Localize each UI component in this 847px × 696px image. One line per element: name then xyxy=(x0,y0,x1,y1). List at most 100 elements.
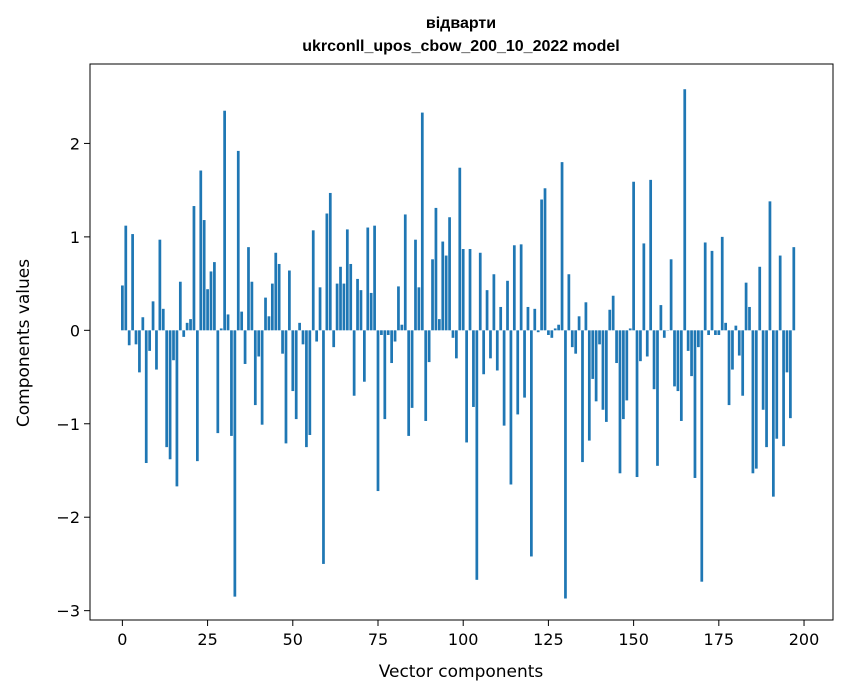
bar-98 xyxy=(455,330,458,359)
bar-184 xyxy=(748,306,751,331)
bar-167 xyxy=(690,330,693,377)
bar-122 xyxy=(536,330,540,333)
bar-197 xyxy=(792,247,796,331)
bar-55 xyxy=(308,330,312,435)
bar-75 xyxy=(376,330,380,492)
bar-144 xyxy=(611,295,615,331)
bar-124 xyxy=(543,188,547,331)
bar-0 xyxy=(121,285,124,331)
bar-53 xyxy=(301,330,305,345)
bar-20 xyxy=(189,319,192,331)
bar-71 xyxy=(363,330,366,382)
bar-78 xyxy=(386,330,390,335)
bar-92 xyxy=(434,207,438,331)
bar-29 xyxy=(219,328,223,331)
bar-113 xyxy=(506,280,509,331)
bar-175 xyxy=(717,330,721,335)
bar-88 xyxy=(420,112,424,331)
bar-11 xyxy=(158,239,162,331)
bar-165 xyxy=(683,89,687,331)
bar-154 xyxy=(645,330,649,357)
bar-177 xyxy=(724,322,728,331)
bar-188 xyxy=(761,330,765,410)
bar-176 xyxy=(720,236,724,331)
bar-157 xyxy=(656,330,659,466)
bar-49 xyxy=(288,270,291,331)
bar-4 xyxy=(134,330,138,345)
bar-3 xyxy=(131,234,134,331)
bar-51 xyxy=(294,330,298,420)
bar-146 xyxy=(618,330,622,474)
x-tick-label: 0 xyxy=(117,630,127,649)
bar-100 xyxy=(461,249,465,331)
bar-94 xyxy=(441,241,445,331)
bar-130 xyxy=(564,330,567,599)
y-tick-label: −3 xyxy=(56,602,80,621)
bar-2 xyxy=(127,330,131,346)
bar-57 xyxy=(315,330,319,342)
bar-174 xyxy=(714,330,717,335)
bar-76 xyxy=(380,330,383,335)
bar-90 xyxy=(427,330,431,363)
bar-39 xyxy=(253,330,257,406)
y-tick-label: −2 xyxy=(56,508,80,527)
y-tick-label: 2 xyxy=(70,134,80,153)
bar-31 xyxy=(226,314,230,331)
bar-104 xyxy=(475,330,479,580)
bar-40 xyxy=(257,330,261,357)
bar-142 xyxy=(604,330,608,422)
bar-109 xyxy=(492,274,496,331)
bar-56 xyxy=(311,230,315,331)
bar-129 xyxy=(560,162,564,331)
bar-9 xyxy=(151,301,155,331)
bar-178 xyxy=(727,330,731,406)
bar-70 xyxy=(359,290,363,331)
bar-61 xyxy=(328,192,332,331)
chart-title: відварти xyxy=(426,15,496,32)
x-tick-label: 200 xyxy=(789,630,820,649)
bar-81 xyxy=(397,286,400,331)
bar-82 xyxy=(400,324,404,331)
bar-149 xyxy=(628,328,632,331)
bar-38 xyxy=(250,281,254,331)
bar-33 xyxy=(233,330,237,597)
bar-62 xyxy=(332,330,336,348)
x-axis-ticks: 0 25 50 75 100 125 150 175 200 xyxy=(117,620,819,649)
bar-120 xyxy=(530,330,533,557)
x-tick-label: 175 xyxy=(704,630,735,649)
bar-99 xyxy=(458,167,462,331)
bar-37 xyxy=(247,247,250,331)
bar-32 xyxy=(230,330,233,436)
bar-166 xyxy=(686,330,690,351)
bar-123 xyxy=(540,199,543,331)
bar-158 xyxy=(659,305,663,331)
bar-65 xyxy=(342,283,346,331)
y-axis-label: Components values xyxy=(14,259,34,427)
bar-148 xyxy=(625,330,629,401)
bar-12 xyxy=(161,308,165,331)
bar-143 xyxy=(608,309,612,331)
bar-1 xyxy=(124,225,128,331)
bar-195 xyxy=(785,330,789,373)
bar-111 xyxy=(499,306,503,331)
bar-164 xyxy=(679,330,683,421)
bar-196 xyxy=(789,330,792,419)
bar-135 xyxy=(581,330,584,463)
bar-69 xyxy=(356,278,359,331)
bar-8 xyxy=(148,330,152,351)
bar-151 xyxy=(635,330,639,478)
bar-84 xyxy=(407,330,411,436)
bar-6 xyxy=(141,317,145,331)
bar-105 xyxy=(478,252,482,331)
bar-150 xyxy=(632,181,635,331)
bar-46 xyxy=(277,263,281,331)
bar-93 xyxy=(437,319,441,331)
bar-18 xyxy=(182,330,186,337)
bar-147 xyxy=(622,330,625,420)
bar-138 xyxy=(591,330,595,379)
bar-134 xyxy=(577,316,581,331)
bar-89 xyxy=(424,330,428,421)
bar-192 xyxy=(775,330,779,439)
bar-50 xyxy=(291,330,295,392)
